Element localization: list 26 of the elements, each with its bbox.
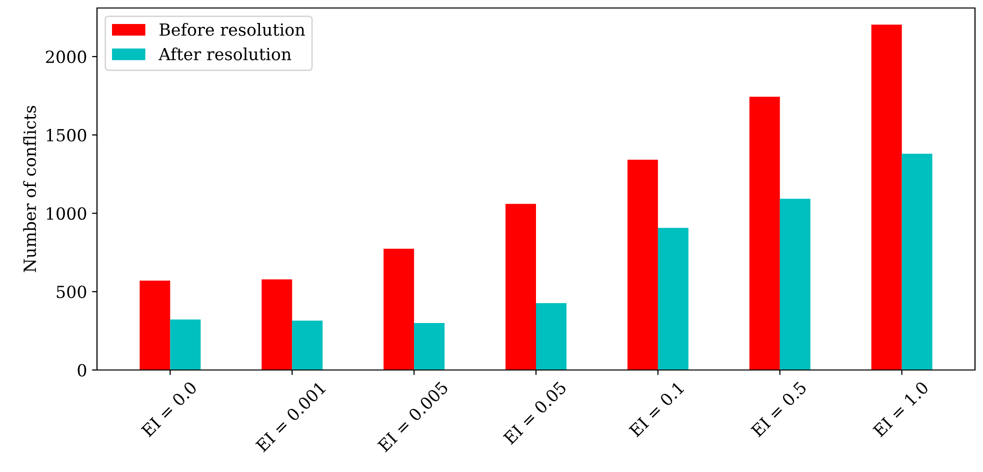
y-tick-label: 1000 <box>46 207 86 220</box>
bar <box>871 24 902 370</box>
y-tick-label: 2000 <box>46 50 86 64</box>
bar <box>506 204 536 370</box>
x-tick-label: EI = 0.0 <box>140 380 198 438</box>
bar <box>140 280 170 370</box>
bar <box>780 198 810 370</box>
x-tick-label: EI = 0.1 <box>628 382 684 438</box>
x-tick-label: EI = 0.5 <box>750 380 808 438</box>
y-tick-label: 500 <box>56 286 86 298</box>
y-tick-label: 0 <box>78 364 86 377</box>
x-tick-label: EI = 1.0 <box>872 380 930 438</box>
bar <box>749 96 780 370</box>
bar <box>536 303 566 370</box>
bar <box>292 320 323 370</box>
y-axis-title: Number of conflicts <box>23 106 36 272</box>
bar <box>414 322 445 370</box>
bar <box>627 160 658 370</box>
y-tick-label: 1500 <box>46 128 86 142</box>
legend-label: Before resolution <box>160 23 305 36</box>
legend-label: After resolution <box>158 47 292 60</box>
bar <box>658 228 688 370</box>
bar <box>902 154 932 370</box>
bar <box>384 248 414 370</box>
bar <box>262 279 292 370</box>
bar <box>170 320 201 370</box>
